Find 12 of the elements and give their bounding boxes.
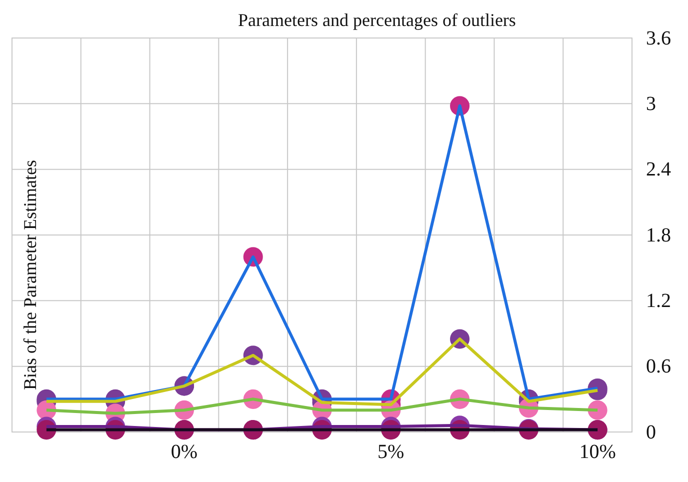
y-tick-label: 2.4 [646, 158, 671, 181]
y-axis-title: Bias of the Parameter Estimates [20, 160, 40, 390]
y-tick-label: 1.8 [646, 224, 671, 246]
x-tick-label: 0% [170, 441, 198, 464]
y-tick-label: 0.6 [646, 356, 671, 378]
y-tick-label: 0 [646, 421, 656, 444]
x-tick-label: 10% [579, 441, 616, 464]
y-tick-label: 1.2 [646, 290, 671, 312]
y-tick-label: 3 [646, 93, 656, 116]
x-tick-label: 5% [378, 441, 404, 464]
y-tick-label: 3.6 [646, 27, 671, 50]
chart-title: Parameters and percentages of outliers [238, 10, 516, 30]
